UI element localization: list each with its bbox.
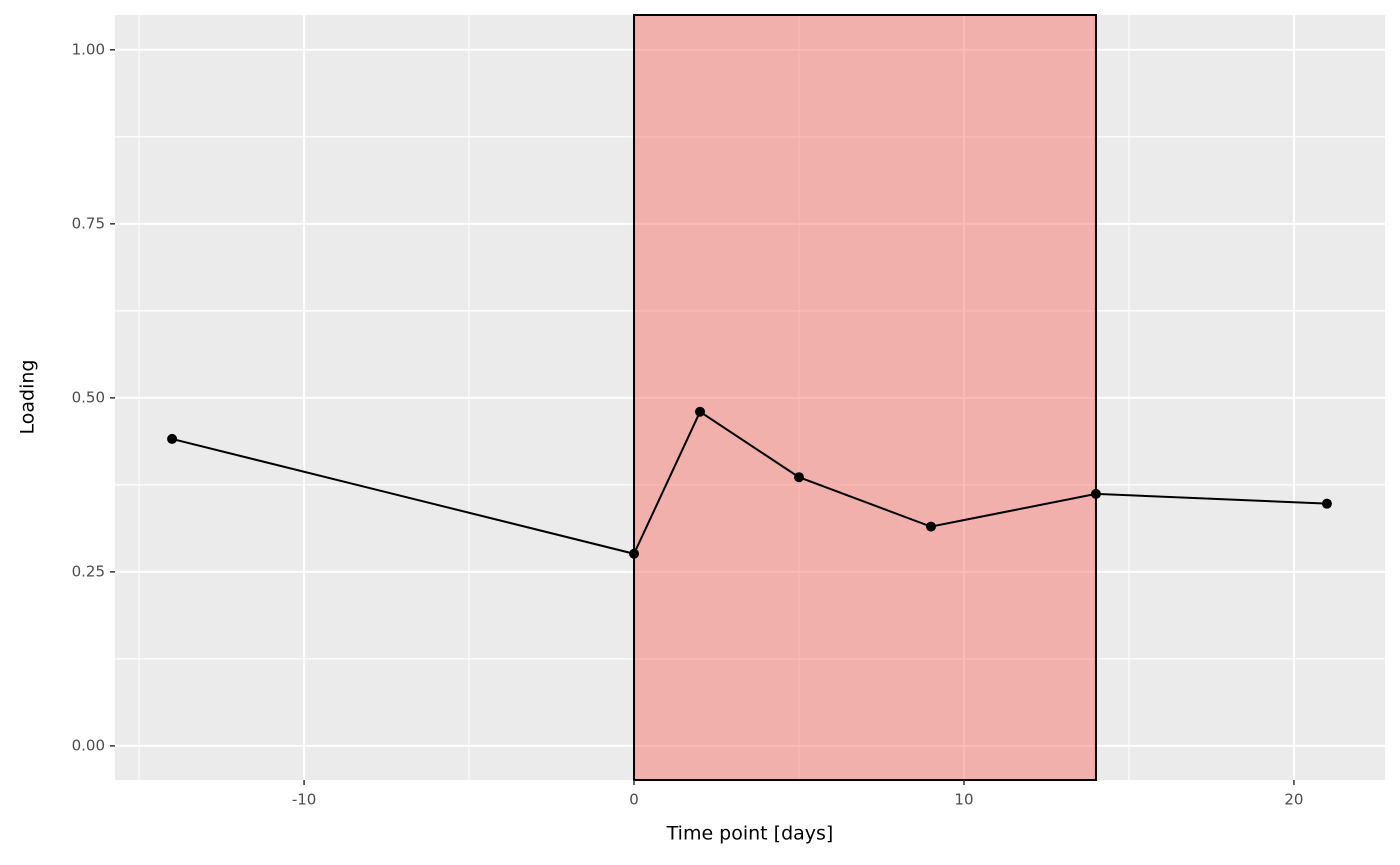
y-tick-label: 0.75	[72, 214, 105, 232]
y-tick-label: 0.25	[72, 562, 105, 580]
point	[167, 433, 178, 444]
marks	[167, 14, 1332, 781]
highlight-region	[633, 14, 1097, 781]
y-axis-title: Loading	[17, 360, 39, 435]
y-tick-label: 1.00	[72, 40, 105, 58]
y-tick-label: 0.50	[72, 388, 105, 406]
point	[925, 521, 936, 532]
x-tick-label: 0	[629, 791, 639, 809]
x-tick-label: 10	[954, 791, 973, 809]
point	[629, 548, 640, 559]
point	[793, 472, 804, 483]
x-tick-label: 20	[1284, 791, 1303, 809]
point	[1090, 488, 1101, 499]
point	[1321, 498, 1332, 509]
x-axis-title: Time point [days]	[666, 823, 834, 845]
point	[695, 406, 706, 417]
y-tick-label: 0.00	[72, 736, 105, 754]
x-tick-label: -10	[292, 791, 317, 809]
